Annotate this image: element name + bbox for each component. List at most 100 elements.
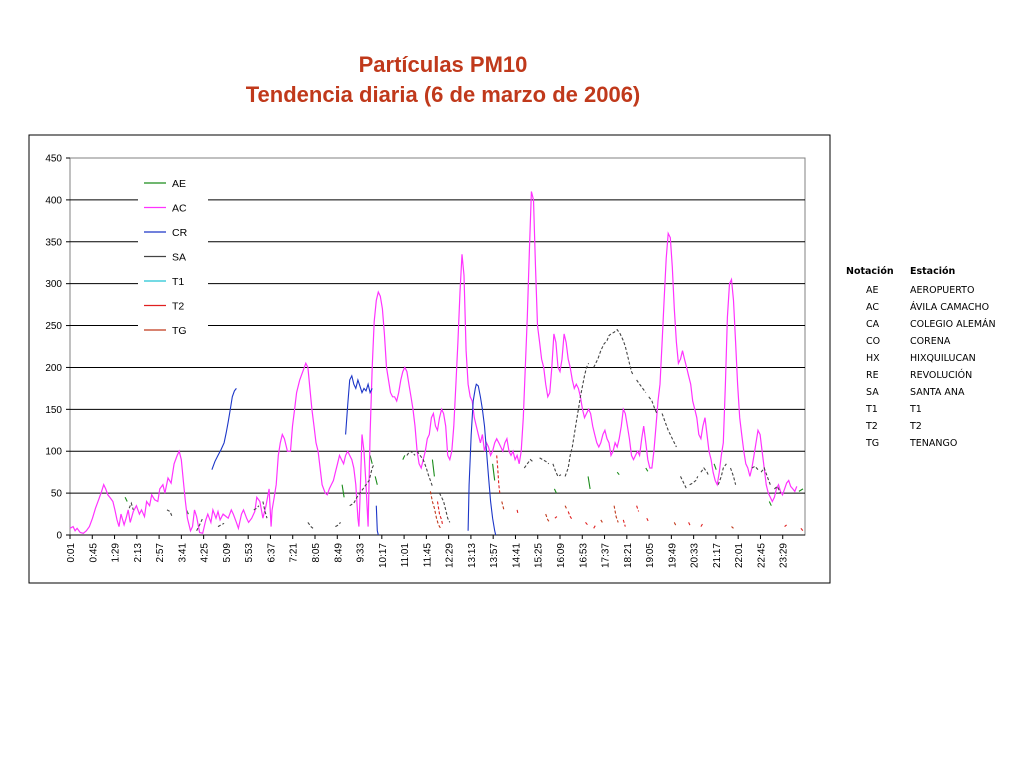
series-line-t2	[567, 511, 573, 521]
station-name: AEROPUERTO	[910, 285, 975, 296]
series-line-ae	[645, 467, 649, 472]
series-line-tg	[429, 491, 442, 529]
x-tick-label: 21:17	[712, 543, 723, 568]
series-line-tg	[545, 513, 551, 523]
x-tick-label: 8:49	[333, 543, 344, 563]
x-tick-label: 16:53	[578, 543, 589, 568]
station-name: T2	[910, 421, 922, 432]
series-line-t2	[516, 509, 519, 515]
series-line-sa	[406, 450, 416, 456]
series-line-sa	[262, 501, 268, 519]
x-tick-label: 4:25	[200, 543, 211, 563]
notation-code: T1	[866, 404, 878, 415]
series-line-tg	[564, 505, 568, 511]
x-tick-label: 5:53	[244, 543, 255, 563]
x-tick-label: 6:37	[266, 543, 277, 563]
x-tick-label: 18:21	[623, 543, 634, 568]
x-tick-label: 13:13	[467, 543, 478, 568]
x-tick-label: 10:17	[378, 543, 389, 568]
series-line-ae	[374, 476, 378, 485]
series-line-sa	[680, 476, 688, 490]
series-line-t2	[688, 522, 692, 527]
series-line-t2	[593, 524, 597, 529]
x-tick-label: 2:57	[155, 543, 166, 563]
table-row: TG TENANGO	[846, 438, 996, 455]
table-row: CA COLEGIO ALEMÁN	[846, 319, 996, 336]
y-tick-label: 350	[45, 237, 62, 248]
x-tick-label: 11:01	[400, 543, 411, 568]
series-line-sa	[593, 328, 634, 377]
series-line-ae	[713, 463, 717, 470]
y-tick-label: 0	[56, 531, 62, 542]
series-line-ae	[798, 488, 804, 492]
series-line-t2	[622, 519, 626, 527]
station-name: REVOLUCIÓN	[910, 370, 973, 381]
y-tick-label: 300	[45, 279, 62, 290]
series-line-sa	[717, 463, 727, 485]
series-line-ae	[124, 497, 128, 502]
series-line-t2	[436, 501, 444, 526]
notation-code: CO	[866, 336, 881, 347]
series-line-sa	[648, 396, 658, 414]
x-tick-label: 7:21	[289, 543, 300, 563]
x-tick-label: 15:25	[534, 543, 545, 568]
series-line-sa	[539, 457, 550, 465]
y-tick-label: 450	[45, 154, 62, 165]
series-line-sa	[729, 467, 737, 485]
legend-label-ac: AC	[172, 203, 187, 215]
station-name: T1	[910, 404, 922, 415]
series-line-cr	[211, 388, 237, 470]
series-line-t2	[800, 527, 804, 532]
series-line-sa	[128, 501, 134, 511]
chart-subtitle: Tendencia diaria (6 de marzo de 2006)	[245, 82, 641, 107]
series-line-t2	[784, 524, 787, 528]
x-tick-label: 16:09	[556, 543, 567, 568]
series-line-sa	[416, 450, 433, 487]
series-line-sa	[564, 363, 590, 477]
series-line-ae	[768, 501, 772, 506]
x-tick-label: 20:33	[690, 543, 701, 568]
notation-code: AC	[866, 302, 879, 313]
table-row: AE AEROPUERTO	[846, 285, 996, 302]
notation-code: AE	[866, 285, 879, 296]
notation-code: RE	[866, 370, 879, 381]
y-tick-label: 200	[45, 363, 62, 374]
station-name: TENANGO	[910, 438, 958, 449]
notation-code: CA	[866, 319, 880, 330]
x-tick-label: 5:09	[222, 543, 233, 563]
series-line-cr	[467, 383, 497, 536]
y-tick-label: 50	[51, 489, 63, 500]
x-tick-label: 22:01	[734, 543, 745, 568]
x-tick-label: 19:49	[667, 543, 678, 568]
series-line-t2	[496, 455, 501, 494]
series-line-sa	[439, 492, 451, 523]
series-line-sa	[760, 466, 771, 485]
series-line-sa	[552, 463, 562, 478]
station-name: COLEGIO ALEMÁN	[910, 319, 996, 330]
legend-box	[138, 170, 208, 342]
series-line-t2	[636, 505, 640, 512]
x-tick-label: 22:45	[756, 543, 767, 568]
x-tick-label: 23:29	[779, 543, 790, 568]
table-row: RE REVOLUCIÓN	[846, 370, 996, 387]
x-tick-label: 17:37	[601, 543, 612, 568]
series-line-ac	[69, 191, 798, 535]
y-tick-label: 400	[45, 195, 62, 206]
notation-code: SA	[866, 387, 879, 398]
series-line-t2	[585, 522, 589, 526]
x-tick-label: 12:29	[445, 543, 456, 568]
series-line-tg	[600, 519, 604, 524]
x-tick-label: 9:33	[356, 543, 367, 563]
series-line-cr	[375, 505, 379, 536]
table-row: T2 T2	[846, 421, 996, 438]
x-tick-label: 0:01	[66, 543, 77, 563]
series-line-sa	[636, 379, 647, 393]
table-row: CO CORENA	[846, 336, 996, 353]
x-tick-label: 3:41	[177, 543, 188, 563]
notation-code: TG	[866, 438, 880, 449]
y-tick-label: 250	[45, 321, 62, 332]
legend-label-ae: AE	[172, 178, 186, 190]
station-header: Estación	[910, 266, 956, 277]
series-line-sa	[700, 467, 710, 477]
